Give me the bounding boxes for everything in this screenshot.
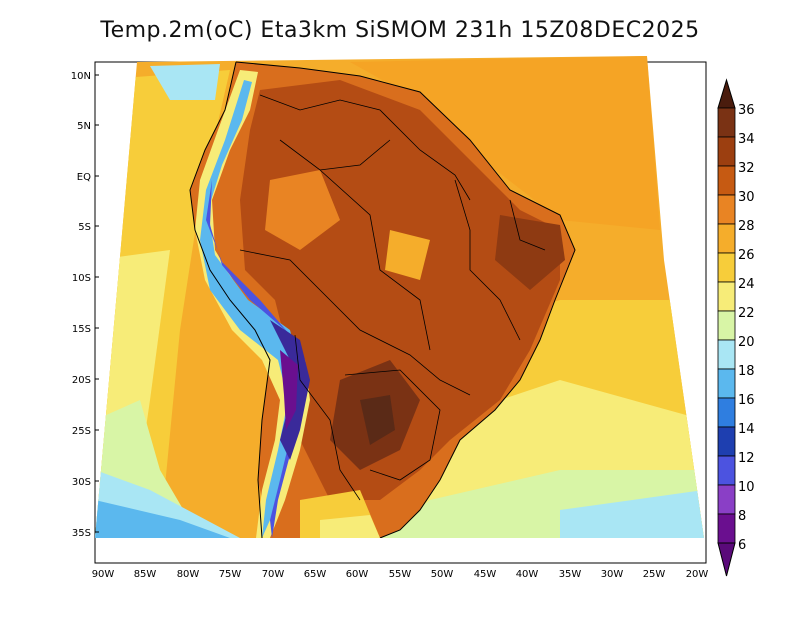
- lon-label: 85W: [134, 569, 157, 580]
- colorbar-swatch: [717, 513, 736, 544]
- colorbar-label: 20: [738, 335, 755, 350]
- temperature-field: [95, 56, 704, 538]
- lon-label: 55W: [389, 569, 412, 580]
- colorbar-label: 36: [738, 103, 755, 118]
- colorbar: 36 34 32 30 28 26 24 22 20 18 16 14 12 1…: [717, 78, 755, 577]
- map-title: Temp.2m(oC) Eta3km SiSMOM 231h 15Z08DEC2…: [100, 18, 700, 43]
- lat-label: 20S: [72, 375, 91, 386]
- colorbar-label: 6: [738, 538, 746, 553]
- colorbar-tip-top: [717, 78, 736, 109]
- lat-label: 5S: [78, 222, 91, 233]
- colorbar-label: 10: [738, 480, 755, 495]
- lat-label: 10S: [72, 273, 91, 284]
- lon-label: 25W: [643, 569, 666, 580]
- lat-label: 35S: [72, 528, 91, 539]
- colorbar-label: 16: [738, 393, 755, 408]
- lon-label: 35W: [559, 569, 582, 580]
- colorbar-swatch: [717, 281, 736, 312]
- colorbar-label: 14: [738, 422, 755, 437]
- lon-label: 90W: [92, 569, 115, 580]
- colorbar-swatch: [717, 426, 736, 457]
- colorbar-label: 8: [738, 509, 746, 524]
- lon-label: 40W: [516, 569, 539, 580]
- colorbar-swatch: [717, 339, 736, 370]
- colorbar-label: 30: [738, 190, 755, 205]
- colorbar-label: 24: [738, 277, 755, 292]
- lat-label: 10N: [71, 71, 91, 82]
- colorbar-label: 26: [738, 248, 755, 263]
- colorbar-swatch: [717, 194, 736, 225]
- lon-label: 80W: [177, 569, 200, 580]
- lon-label: 30W: [601, 569, 624, 580]
- colorbar-label: 34: [738, 132, 755, 147]
- lon-label: 50W: [431, 569, 454, 580]
- colorbar-swatch: [717, 397, 736, 428]
- colorbar-swatch: [717, 223, 736, 254]
- latitude-axis: 10N 5N EQ 5S 10S 15S 20S 25S 30S 35S: [71, 71, 99, 539]
- colorbar-label: 18: [738, 364, 755, 379]
- lat-label: 15S: [72, 324, 91, 335]
- lon-label: 60W: [346, 569, 369, 580]
- lon-label: 20W: [686, 569, 709, 580]
- lon-label: 75W: [219, 569, 242, 580]
- colorbar-swatch: [717, 368, 736, 399]
- lon-label: 70W: [262, 569, 285, 580]
- colorbar-swatch: [717, 107, 736, 138]
- colorbar-swatch: [717, 310, 736, 341]
- colorbar-tip-bottom: [717, 542, 736, 577]
- lat-label: 25S: [72, 426, 91, 437]
- colorbar-swatch: [717, 455, 736, 486]
- colorbar-swatch: [717, 484, 736, 515]
- lat-label: EQ: [77, 172, 91, 183]
- colorbar-swatch: [717, 136, 736, 167]
- lon-label: 45W: [474, 569, 497, 580]
- colorbar-swatch: [717, 252, 736, 283]
- colorbar-label: 22: [738, 306, 755, 321]
- lat-label: 5N: [77, 121, 91, 132]
- colorbar-swatch: [717, 165, 736, 196]
- colorbar-label: 12: [738, 451, 755, 466]
- colorbar-label: 28: [738, 219, 755, 234]
- lon-label: 65W: [304, 569, 327, 580]
- longitude-axis: 90W 85W 80W 75W 70W 65W 60W 55W 50W 45W …: [92, 569, 709, 580]
- lat-label: 30S: [72, 477, 91, 488]
- colorbar-label: 32: [738, 161, 755, 176]
